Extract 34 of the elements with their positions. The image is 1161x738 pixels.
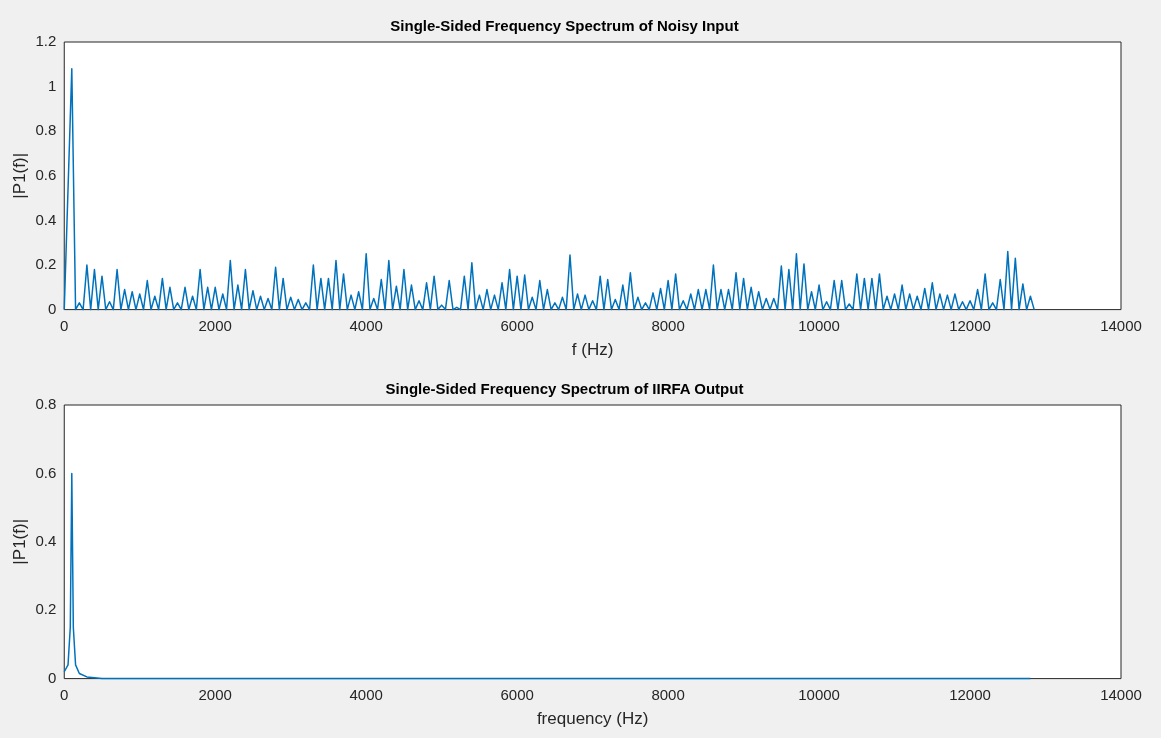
x-tick-label: 0	[60, 685, 69, 703]
x-axis-title: f (Hz)	[571, 340, 614, 360]
y-tick-label: 0	[47, 668, 57, 686]
y-tick-label: 0.8	[35, 121, 57, 139]
y-axis-title: |P1(f)|	[9, 152, 29, 199]
y-tick-label: 0.6	[35, 463, 57, 481]
x-tick-label: 0	[60, 316, 69, 334]
y-tick-label: 1.2	[35, 32, 57, 50]
y-tick-label: 0.2	[35, 255, 57, 273]
y-tick-label: 0.6	[35, 165, 57, 183]
y-axis-title: |P1(f)|	[9, 518, 29, 565]
x-tick-label: 4000	[349, 685, 383, 703]
chart-title: Single-Sided Frequency Spectrum of Noisy Input	[390, 17, 739, 35]
y-tick-label: 0.4	[35, 210, 57, 228]
y-tick-label: 1	[47, 76, 57, 94]
x-tick-label: 8000	[651, 685, 685, 703]
x-tick-label: 2000	[198, 316, 232, 334]
x-tick-label: 10000	[798, 685, 840, 703]
x-tick-label: 12000	[949, 316, 991, 334]
x-axis-title: frequency (Hz)	[536, 709, 649, 729]
chart-title: Single-Sided Frequency Spectrum of IIRFA Output	[385, 380, 744, 398]
x-tick-label: 4000	[349, 316, 383, 334]
x-tick-label: 14000	[1100, 316, 1142, 334]
x-tick-label: 8000	[651, 316, 685, 334]
x-tick-label: 14000	[1100, 685, 1142, 703]
y-tick-label: 0.4	[35, 531, 57, 549]
y-tick-label: 0.2	[35, 600, 57, 618]
x-tick-label: 10000	[798, 316, 840, 334]
x-tick-label: 2000	[198, 685, 232, 703]
x-tick-label: 12000	[949, 685, 991, 703]
x-tick-label: 6000	[500, 316, 534, 334]
y-tick-label: 0	[47, 299, 57, 317]
y-tick-label: 0.8	[35, 395, 57, 413]
x-tick-label: 6000	[500, 685, 534, 703]
